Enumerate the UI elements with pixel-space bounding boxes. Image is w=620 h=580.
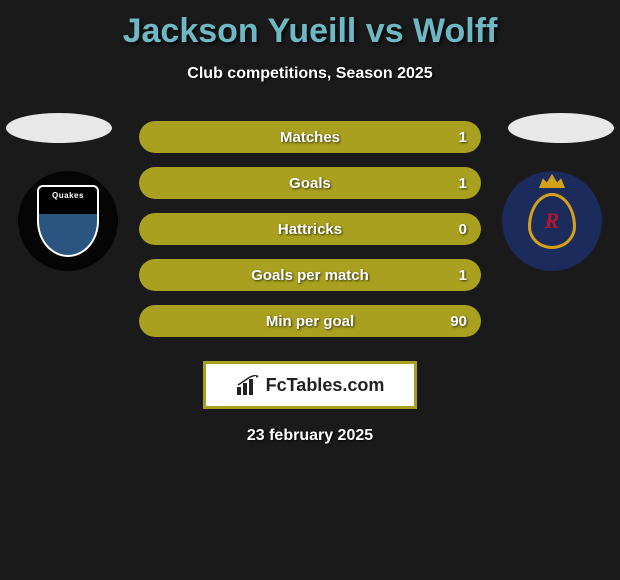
stat-row: Hattricks 0 [139, 213, 481, 245]
stat-label: Matches [280, 129, 340, 146]
team-badge-left: Quakes [18, 171, 118, 271]
brand-box[interactable]: FcTables.com [203, 361, 417, 409]
rsl-inner-icon: R [528, 193, 576, 249]
stat-value: 1 [459, 267, 467, 284]
brand-chart-icon [236, 375, 260, 395]
comparison-content: Quakes R Matches 1 Goals 1 Hattricks 0 Goals p… [0, 121, 620, 445]
team-badge-right: R [502, 171, 602, 271]
stat-row: Goals 1 [139, 167, 481, 199]
quakes-shield-icon: Quakes [37, 185, 99, 257]
stat-value: 1 [459, 175, 467, 192]
stat-value: 0 [459, 221, 467, 238]
stat-row: Min per goal 90 [139, 305, 481, 337]
brand-text: FcTables.com [266, 375, 385, 396]
rsl-shield-icon: R [522, 186, 582, 256]
stat-row: Matches 1 [139, 121, 481, 153]
rsl-crown-icon [539, 174, 565, 188]
stat-label: Goals per match [251, 267, 369, 284]
quakes-label: Quakes [52, 191, 84, 200]
stat-value: 90 [450, 313, 467, 330]
page-title: Jackson Yueill vs Wolff [0, 0, 620, 51]
stat-label: Goals [289, 175, 331, 192]
stats-container: Matches 1 Goals 1 Hattricks 0 Goals per match 1… [139, 121, 481, 337]
stat-value: 1 [459, 129, 467, 146]
player-marker-right [508, 113, 614, 143]
player-marker-left [6, 113, 112, 143]
stat-label: Min per goal [266, 313, 354, 330]
date-text: 23 february 2025 [0, 427, 620, 445]
subtitle: Club competitions, Season 2025 [0, 65, 620, 83]
stat-row: Goals per match 1 [139, 259, 481, 291]
stat-label: Hattricks [278, 221, 342, 238]
rsl-letter: R [545, 208, 560, 234]
